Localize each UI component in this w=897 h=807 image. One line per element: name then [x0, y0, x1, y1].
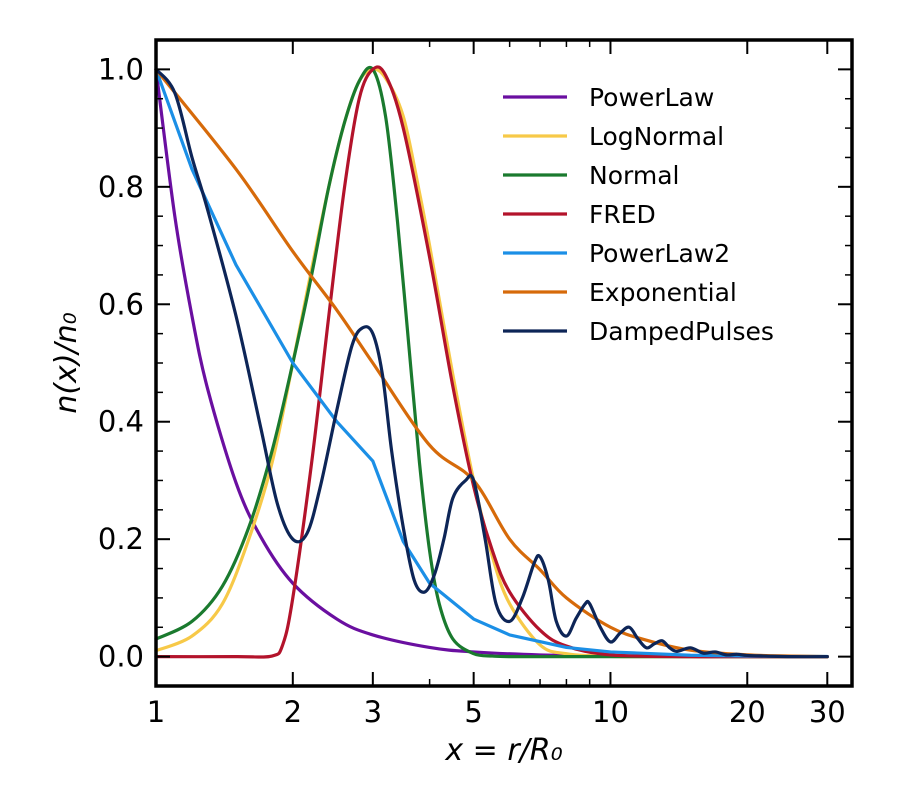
ticks-layer: 1 2 3 5 10 20 30 0.0 0.2 0.4 0.6 0.8 1.0: [98, 40, 852, 729]
x-axis-title: x = r/R₀: [444, 733, 562, 768]
legend-entry-lognormal: LogNormal: [503, 122, 724, 151]
x-tick-label: 1: [147, 695, 165, 729]
y-tick-label: 0.0: [98, 640, 144, 674]
x-tick-label: 2: [284, 695, 302, 729]
series-line-dampedpulses: [154, 67, 829, 659]
y-tick-label: 1.0: [98, 52, 144, 86]
x-tick-label: 10: [592, 695, 629, 729]
x-tick-label: 3: [364, 695, 382, 729]
legend-entry-powerlaw: PowerLaw: [503, 83, 714, 112]
legend-label: Normal: [589, 161, 679, 190]
legend-entry-normal: Normal: [503, 161, 679, 190]
series-line-fred: [154, 65, 829, 659]
legend-label: PowerLaw: [589, 83, 714, 112]
y-tick-label: 0.2: [98, 522, 144, 556]
series-line-powerlaw2: [154, 67, 829, 659]
y-axis-title: n(x)/n₀: [49, 312, 84, 413]
series-line-powerlaw: [154, 67, 829, 659]
x-tick-label: 20: [729, 695, 766, 729]
legend-entry-fred: FRED: [503, 200, 656, 229]
legend-label: LogNormal: [589, 122, 724, 151]
y-tick-label: 0.6: [98, 287, 144, 321]
series-layer: [154, 65, 829, 659]
y-tick-label: 0.8: [98, 170, 144, 204]
legend-entry-dampedpulses: DampedPulses: [503, 317, 774, 346]
legend-label: Exponential: [589, 278, 737, 307]
series-line-normal: [154, 65, 829, 659]
series-line-exponential: [154, 67, 829, 659]
y-tick-label: 0.4: [98, 405, 144, 439]
x-tick-label: 30: [809, 695, 846, 729]
legend-label: DampedPulses: [589, 317, 774, 346]
legend-label: FRED: [589, 200, 656, 229]
legend-entry-powerlaw2: PowerLaw2: [503, 239, 730, 268]
x-tick-label: 5: [464, 695, 482, 729]
legend-entry-exponential: Exponential: [503, 278, 737, 307]
legend: PowerLaw LogNormal Normal FRED PowerLaw2 Expo…: [503, 83, 774, 346]
series-line-lognormal: [154, 67, 829, 659]
legend-label: PowerLaw2: [589, 239, 730, 268]
